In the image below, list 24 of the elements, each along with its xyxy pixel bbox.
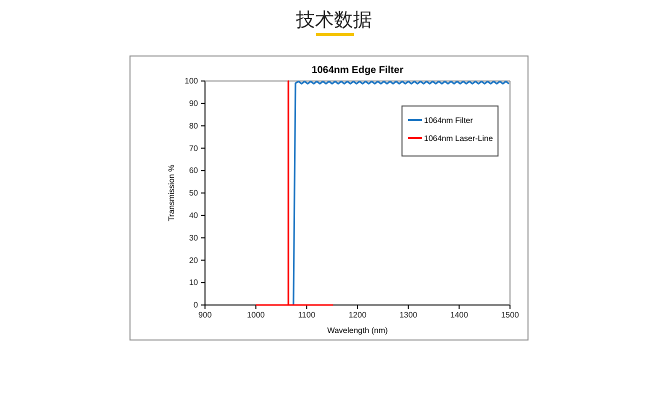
y-tick-label: 30 — [189, 233, 199, 242]
y-tick-label: 60 — [189, 166, 199, 176]
y-tick-label: 20 — [189, 256, 199, 265]
x-tick-label: 1400 — [450, 310, 469, 320]
x-axis-title: Wavelength (nm) — [327, 326, 388, 335]
y-tick-label: 40 — [189, 210, 199, 220]
y-axis-title: Transmission % — [167, 164, 176, 222]
x-tick-label: 1300 — [399, 310, 418, 320]
y-tick-label: 70 — [189, 144, 199, 153]
legend-label: 1064nm Filter — [424, 116, 474, 125]
x-tick-label: 1000 — [246, 310, 266, 320]
x-tick-label: 1100 — [298, 310, 316, 320]
chart-title: 技术数据 — [295, 9, 372, 31]
y-tick-label: 50 — [189, 188, 199, 198]
y-tick-label: 0 — [194, 300, 199, 310]
y-tick-label: 10 — [189, 278, 199, 288]
legend-label: 1064nm Laser-Line — [424, 134, 494, 143]
y-tick-label: 100 — [184, 76, 199, 86]
x-tick-label: 900 — [198, 310, 212, 320]
x-tick-label: 1200 — [348, 310, 367, 320]
y-tick-label: 90 — [189, 98, 199, 108]
chart-subtitle: 1064nm Edge Filter — [312, 65, 404, 76]
y-tick-label: 80 — [189, 121, 199, 130]
x-tick-label: 1500 — [501, 310, 520, 320]
